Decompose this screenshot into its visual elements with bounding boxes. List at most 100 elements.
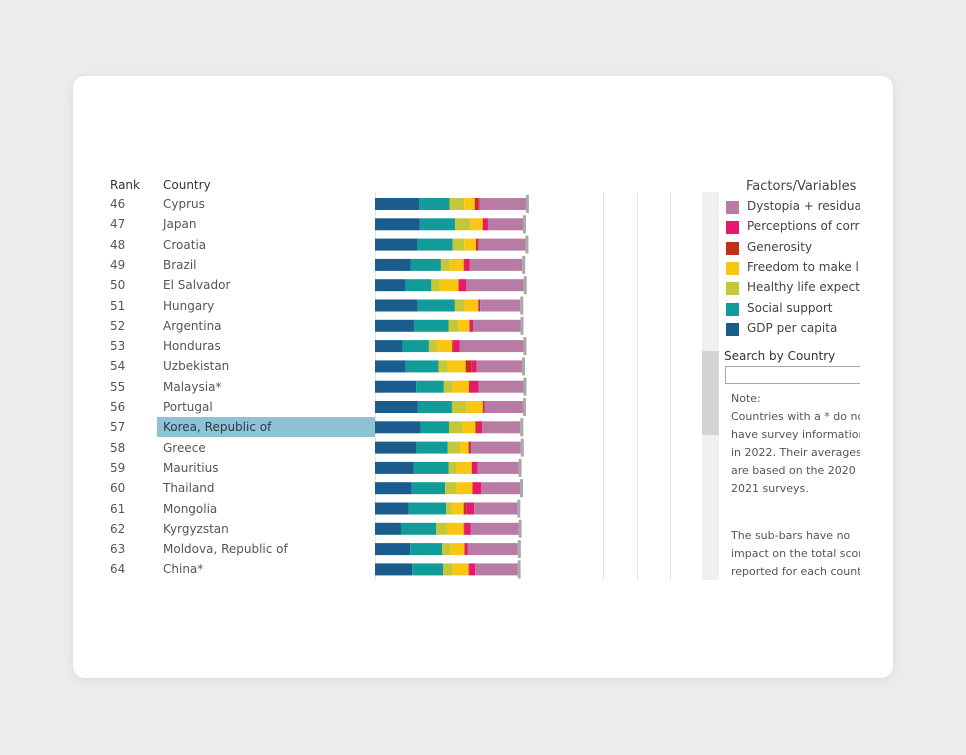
- country-cell[interactable]: Malaysia*: [163, 379, 222, 394]
- bar-segment[interactable]: [431, 279, 440, 292]
- bar-segment[interactable]: [451, 401, 467, 413]
- bar-segment[interactable]: [446, 522, 464, 535]
- bar-segment[interactable]: [451, 502, 464, 515]
- country-cell[interactable]: Greece: [163, 440, 206, 455]
- bar-segment[interactable]: [375, 522, 401, 535]
- bar-segment[interactable]: [447, 441, 461, 454]
- legend-item[interactable]: Generosity: [726, 239, 860, 259]
- bar-segment[interactable]: [481, 482, 521, 495]
- country-cell[interactable]: China*: [163, 562, 204, 577]
- bar-segment[interactable]: [440, 258, 450, 271]
- bar-segment[interactable]: [448, 421, 463, 434]
- bar-segment[interactable]: [487, 218, 523, 231]
- bar-segment[interactable]: [448, 461, 457, 474]
- bar-segment[interactable]: [375, 543, 411, 556]
- country-cell[interactable]: Moldova, Republic of: [163, 542, 288, 557]
- bar-segment[interactable]: [443, 380, 453, 393]
- scrollbar-thumb[interactable]: [702, 351, 719, 435]
- bar-segment[interactable]: [476, 360, 522, 373]
- bar-segment[interactable]: [456, 461, 472, 474]
- bar-segment[interactable]: [464, 198, 475, 210]
- bar-segment[interactable]: [475, 421, 478, 434]
- legend-item[interactable]: Dystopia + residual: [726, 198, 860, 218]
- bar-segment[interactable]: [475, 563, 518, 576]
- bar-segment[interactable]: [468, 380, 471, 393]
- bar-segment[interactable]: [410, 543, 443, 556]
- bar-segment[interactable]: [458, 319, 470, 332]
- bar-segment[interactable]: [413, 461, 449, 474]
- bar-segment[interactable]: [470, 218, 483, 231]
- bar-segment[interactable]: [375, 279, 406, 292]
- bar-segment[interactable]: [400, 522, 437, 535]
- bar-segment[interactable]: [375, 198, 420, 210]
- bar-segment[interactable]: [417, 401, 452, 413]
- bar-segment[interactable]: [375, 482, 412, 495]
- bar-segment[interactable]: [463, 258, 465, 271]
- bar-segment[interactable]: [468, 563, 470, 576]
- bar-segment[interactable]: [419, 198, 450, 210]
- bar-segment[interactable]: [470, 380, 479, 393]
- country-cell[interactable]: Japan: [163, 217, 197, 232]
- bar-segment[interactable]: [375, 299, 418, 312]
- country-cell[interactable]: Thailand: [163, 481, 215, 496]
- legend-item[interactable]: Perceptions of corruption: [726, 218, 860, 238]
- country-cell[interactable]: Portugal: [163, 400, 213, 414]
- bar-segment[interactable]: [471, 441, 521, 454]
- bar-segment[interactable]: [469, 319, 473, 332]
- bar-segment[interactable]: [465, 360, 472, 373]
- bar-segment[interactable]: [454, 299, 465, 312]
- country-cell[interactable]: Mauritius: [163, 460, 219, 475]
- bar-segment[interactable]: [436, 522, 447, 535]
- bar-segment[interactable]: [464, 299, 479, 312]
- bar-segment[interactable]: [463, 522, 465, 535]
- bar-segment[interactable]: [478, 198, 480, 210]
- bar-segment[interactable]: [445, 482, 457, 495]
- bar-segment[interactable]: [447, 360, 466, 373]
- bar-segment[interactable]: [416, 441, 448, 454]
- bar-segment[interactable]: [482, 401, 484, 413]
- bar-segment[interactable]: [471, 461, 473, 474]
- country-cell[interactable]: Brazil: [163, 257, 197, 272]
- bar-segment[interactable]: [464, 543, 468, 556]
- bar-segment[interactable]: [411, 482, 446, 495]
- bar-segment[interactable]: [470, 441, 472, 454]
- bar-segment[interactable]: [413, 319, 449, 332]
- bar-segment[interactable]: [375, 441, 417, 454]
- bar-segment[interactable]: [478, 299, 479, 312]
- bar-segment[interactable]: [459, 279, 467, 292]
- bar-segment[interactable]: [449, 258, 464, 271]
- bar-segment[interactable]: [375, 258, 411, 271]
- bar-segment[interactable]: [471, 360, 477, 373]
- bar-segment[interactable]: [449, 543, 465, 556]
- bar-segment[interactable]: [452, 563, 469, 576]
- bar-segment[interactable]: [452, 340, 454, 353]
- bar-segment[interactable]: [375, 380, 417, 393]
- bar-segment[interactable]: [375, 319, 414, 332]
- bar-segment[interactable]: [436, 340, 453, 353]
- bar-segment[interactable]: [456, 482, 473, 495]
- bar-segment[interactable]: [410, 258, 441, 271]
- bar-segment[interactable]: [408, 502, 447, 515]
- bar-segment[interactable]: [464, 543, 465, 556]
- bar-segment[interactable]: [375, 502, 409, 515]
- bar-segment[interactable]: [417, 299, 455, 312]
- bar-segment[interactable]: [417, 238, 453, 251]
- bar-segment[interactable]: [478, 380, 524, 393]
- bar-segment[interactable]: [469, 319, 470, 332]
- country-cell[interactable]: El Salvador: [163, 278, 231, 293]
- bar-segment[interactable]: [463, 502, 467, 515]
- bar-segment[interactable]: [482, 421, 521, 434]
- country-cell[interactable]: Kyrgyzstan: [163, 521, 229, 536]
- bar-segment[interactable]: [472, 461, 478, 474]
- bar-segment[interactable]: [464, 238, 476, 251]
- bar-segment[interactable]: [466, 502, 475, 515]
- bar-segment[interactable]: [470, 522, 519, 535]
- bar-segment[interactable]: [477, 461, 519, 474]
- country-cell[interactable]: Korea, Republic of: [163, 420, 272, 435]
- bar-segment[interactable]: [428, 340, 437, 353]
- country-cell[interactable]: Croatia: [163, 237, 207, 252]
- bar-segment[interactable]: [474, 502, 518, 515]
- bar-segment[interactable]: [439, 279, 459, 292]
- legend-item[interactable]: Social support: [726, 300, 860, 320]
- bar-segment[interactable]: [375, 360, 406, 373]
